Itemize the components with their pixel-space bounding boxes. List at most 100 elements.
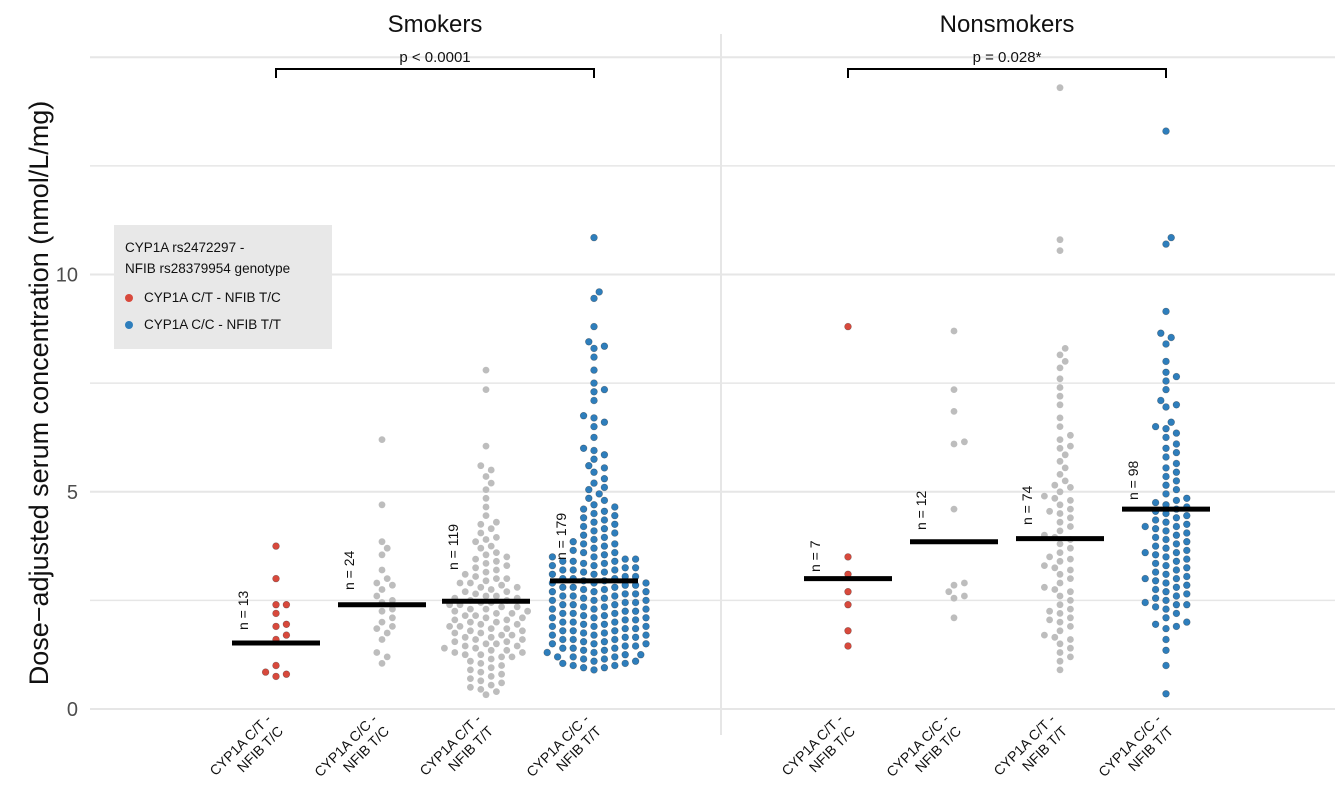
data-point (1056, 247, 1064, 255)
data-point (493, 688, 500, 695)
data-point (600, 483, 609, 492)
data-point (498, 662, 505, 669)
data-point (1162, 579, 1170, 587)
data-point (1162, 481, 1170, 489)
data-point (1067, 588, 1074, 596)
data-point (600, 637, 609, 646)
data-point (579, 522, 588, 531)
data-point (621, 564, 629, 572)
data-point (1172, 448, 1181, 457)
data-point (487, 673, 495, 680)
data-point (844, 553, 852, 561)
data-point (595, 490, 603, 498)
data-point (1056, 618, 1064, 626)
data-point (611, 635, 619, 644)
data-point (595, 288, 603, 296)
data-point (1162, 596, 1170, 605)
data-point (1056, 423, 1064, 430)
data-point (482, 442, 490, 450)
data-point (487, 646, 495, 654)
data-point (482, 486, 490, 493)
data-point (950, 594, 958, 602)
data-point (590, 527, 598, 535)
data-point (482, 560, 490, 567)
data-point (600, 559, 609, 568)
data-point (378, 551, 386, 559)
data-point (1056, 657, 1064, 665)
data-point (600, 568, 609, 576)
data-point (548, 553, 557, 561)
data-point (621, 624, 629, 633)
data-point (1067, 605, 1074, 613)
data-point (1141, 598, 1149, 607)
data-point (1067, 597, 1074, 604)
data-point (493, 592, 500, 600)
data-point (579, 540, 588, 548)
data-point (548, 561, 557, 570)
data-point (621, 607, 629, 615)
data-point (1151, 551, 1160, 559)
data-point (1067, 497, 1074, 504)
legend-title-line1: CYP1A rs2472297 - (125, 240, 244, 255)
data-point (467, 605, 474, 613)
data-point (642, 631, 650, 639)
data-point (543, 648, 551, 657)
data-point (1162, 403, 1170, 411)
data-point (373, 625, 381, 632)
data-point (1162, 433, 1170, 442)
legend-key-cc-tt (125, 321, 133, 329)
data-point (477, 620, 485, 628)
data-point (600, 418, 609, 426)
data-point (950, 408, 958, 415)
data-point (1162, 535, 1170, 544)
data-point (477, 668, 485, 676)
data-point (272, 574, 280, 583)
data-point (1067, 575, 1074, 582)
data-point (548, 640, 557, 648)
data-point (945, 588, 953, 596)
data-point (642, 587, 650, 596)
data-point (579, 611, 588, 620)
p-value-label: p < 0.0001 (399, 49, 470, 66)
data-point (1056, 84, 1064, 92)
data-point (611, 609, 619, 618)
data-point (590, 640, 598, 648)
data-point (503, 562, 511, 569)
data-point (472, 644, 479, 652)
significance-bracket (275, 68, 595, 78)
data-point (503, 638, 511, 646)
data-point (1041, 631, 1048, 639)
data-point (844, 600, 852, 609)
data-point (590, 631, 598, 639)
data-point (1056, 444, 1064, 452)
data-point (1151, 498, 1160, 507)
data-point (519, 636, 526, 643)
data-point (1056, 384, 1064, 391)
data-point (631, 633, 640, 641)
data-point (559, 609, 567, 618)
data-point (569, 609, 577, 618)
data-point (1056, 375, 1064, 383)
data-point (389, 597, 396, 604)
data-point (1056, 627, 1064, 635)
data-point (487, 681, 495, 689)
data-point (383, 653, 391, 661)
data-point (1151, 524, 1160, 533)
data-point (1162, 240, 1170, 248)
data-point (482, 386, 490, 393)
data-point (631, 607, 640, 615)
data-point (503, 553, 511, 561)
data-point (1172, 566, 1181, 574)
data-point (1056, 364, 1064, 372)
data-point (1183, 590, 1191, 598)
data-point (477, 677, 485, 685)
data-point (498, 679, 505, 687)
data-point (844, 642, 852, 650)
data-point (1056, 579, 1064, 587)
data-point (548, 587, 557, 596)
data-point (1162, 605, 1170, 613)
data-point (579, 646, 588, 654)
data-point (1183, 618, 1191, 626)
